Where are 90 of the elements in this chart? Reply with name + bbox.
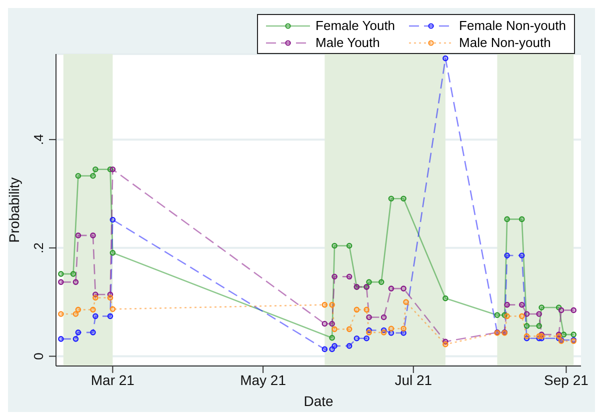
- legend-label: Male Youth: [316, 35, 380, 50]
- point: [70, 271, 76, 277]
- point: [90, 172, 96, 179]
- point: [504, 313, 510, 320]
- point: [354, 306, 360, 313]
- point: [538, 304, 544, 310]
- point: [75, 330, 82, 336]
- point: [494, 312, 500, 318]
- point: [346, 326, 352, 332]
- x-tick-label: May 21: [240, 372, 286, 388]
- point: [110, 216, 116, 223]
- legend-label: Male Non-youth: [459, 35, 551, 50]
- point: [332, 326, 338, 332]
- point: [354, 335, 360, 342]
- y-axis-title: Probability: [6, 177, 22, 243]
- point: [524, 311, 530, 317]
- y-tick-label: .2: [31, 242, 46, 254]
- point: [90, 232, 96, 238]
- x-axis-title: Date: [304, 393, 334, 409]
- point: [364, 306, 370, 313]
- point: [380, 314, 387, 320]
- point: [322, 302, 328, 308]
- point: [364, 335, 370, 342]
- point: [110, 306, 116, 312]
- point: [442, 341, 448, 348]
- point: [90, 306, 96, 313]
- point: [400, 286, 406, 292]
- point: [536, 311, 542, 317]
- point: [72, 336, 79, 342]
- point: [107, 313, 114, 320]
- legend-label: Female Non-youth: [459, 18, 566, 33]
- point: [58, 279, 64, 285]
- point: [75, 172, 82, 179]
- point: [332, 242, 338, 249]
- point: [322, 346, 328, 352]
- point: [329, 334, 335, 341]
- point: [518, 302, 525, 308]
- point: [504, 216, 510, 222]
- point: [329, 320, 335, 327]
- point: [388, 196, 394, 202]
- point: [92, 294, 98, 301]
- point: [504, 252, 510, 258]
- point: [518, 216, 525, 222]
- point: [388, 326, 394, 332]
- point: [536, 323, 542, 329]
- point: [107, 294, 114, 301]
- point: [366, 314, 372, 320]
- point: [442, 55, 448, 62]
- point: [332, 343, 338, 349]
- point: [570, 332, 577, 338]
- point: [504, 302, 510, 308]
- point: [58, 336, 64, 342]
- legend-label: Female Youth: [316, 18, 396, 33]
- point: [72, 311, 79, 317]
- point: [329, 302, 335, 308]
- point: [570, 307, 577, 314]
- point: [380, 330, 387, 336]
- y-tick-label: 0: [31, 352, 46, 360]
- x-tick-label: Jul 21: [394, 372, 432, 388]
- point: [346, 242, 352, 249]
- point: [110, 166, 116, 172]
- point: [518, 252, 525, 258]
- point: [346, 343, 352, 349]
- point: [518, 313, 525, 320]
- point: [322, 320, 328, 327]
- point: [90, 330, 96, 336]
- point: [524, 323, 530, 329]
- point: [560, 332, 567, 338]
- x-tick-label: Mar 21: [90, 372, 135, 388]
- point: [92, 166, 98, 172]
- point: [366, 330, 372, 336]
- x-tick-label: Sep 21: [544, 372, 589, 388]
- point: [378, 279, 384, 285]
- point: [442, 295, 448, 302]
- point: [403, 299, 409, 305]
- point: [58, 271, 64, 277]
- point: [400, 196, 406, 202]
- point: [366, 279, 372, 285]
- point: [110, 250, 116, 256]
- point: [75, 306, 82, 313]
- y-tick-label: .4: [31, 134, 46, 146]
- point: [72, 279, 79, 285]
- point: [346, 274, 352, 280]
- point: [400, 326, 406, 332]
- point: [75, 232, 82, 238]
- point: [332, 274, 338, 280]
- point: [558, 307, 564, 314]
- point: [92, 313, 98, 320]
- point: [58, 311, 64, 317]
- point: [388, 286, 394, 292]
